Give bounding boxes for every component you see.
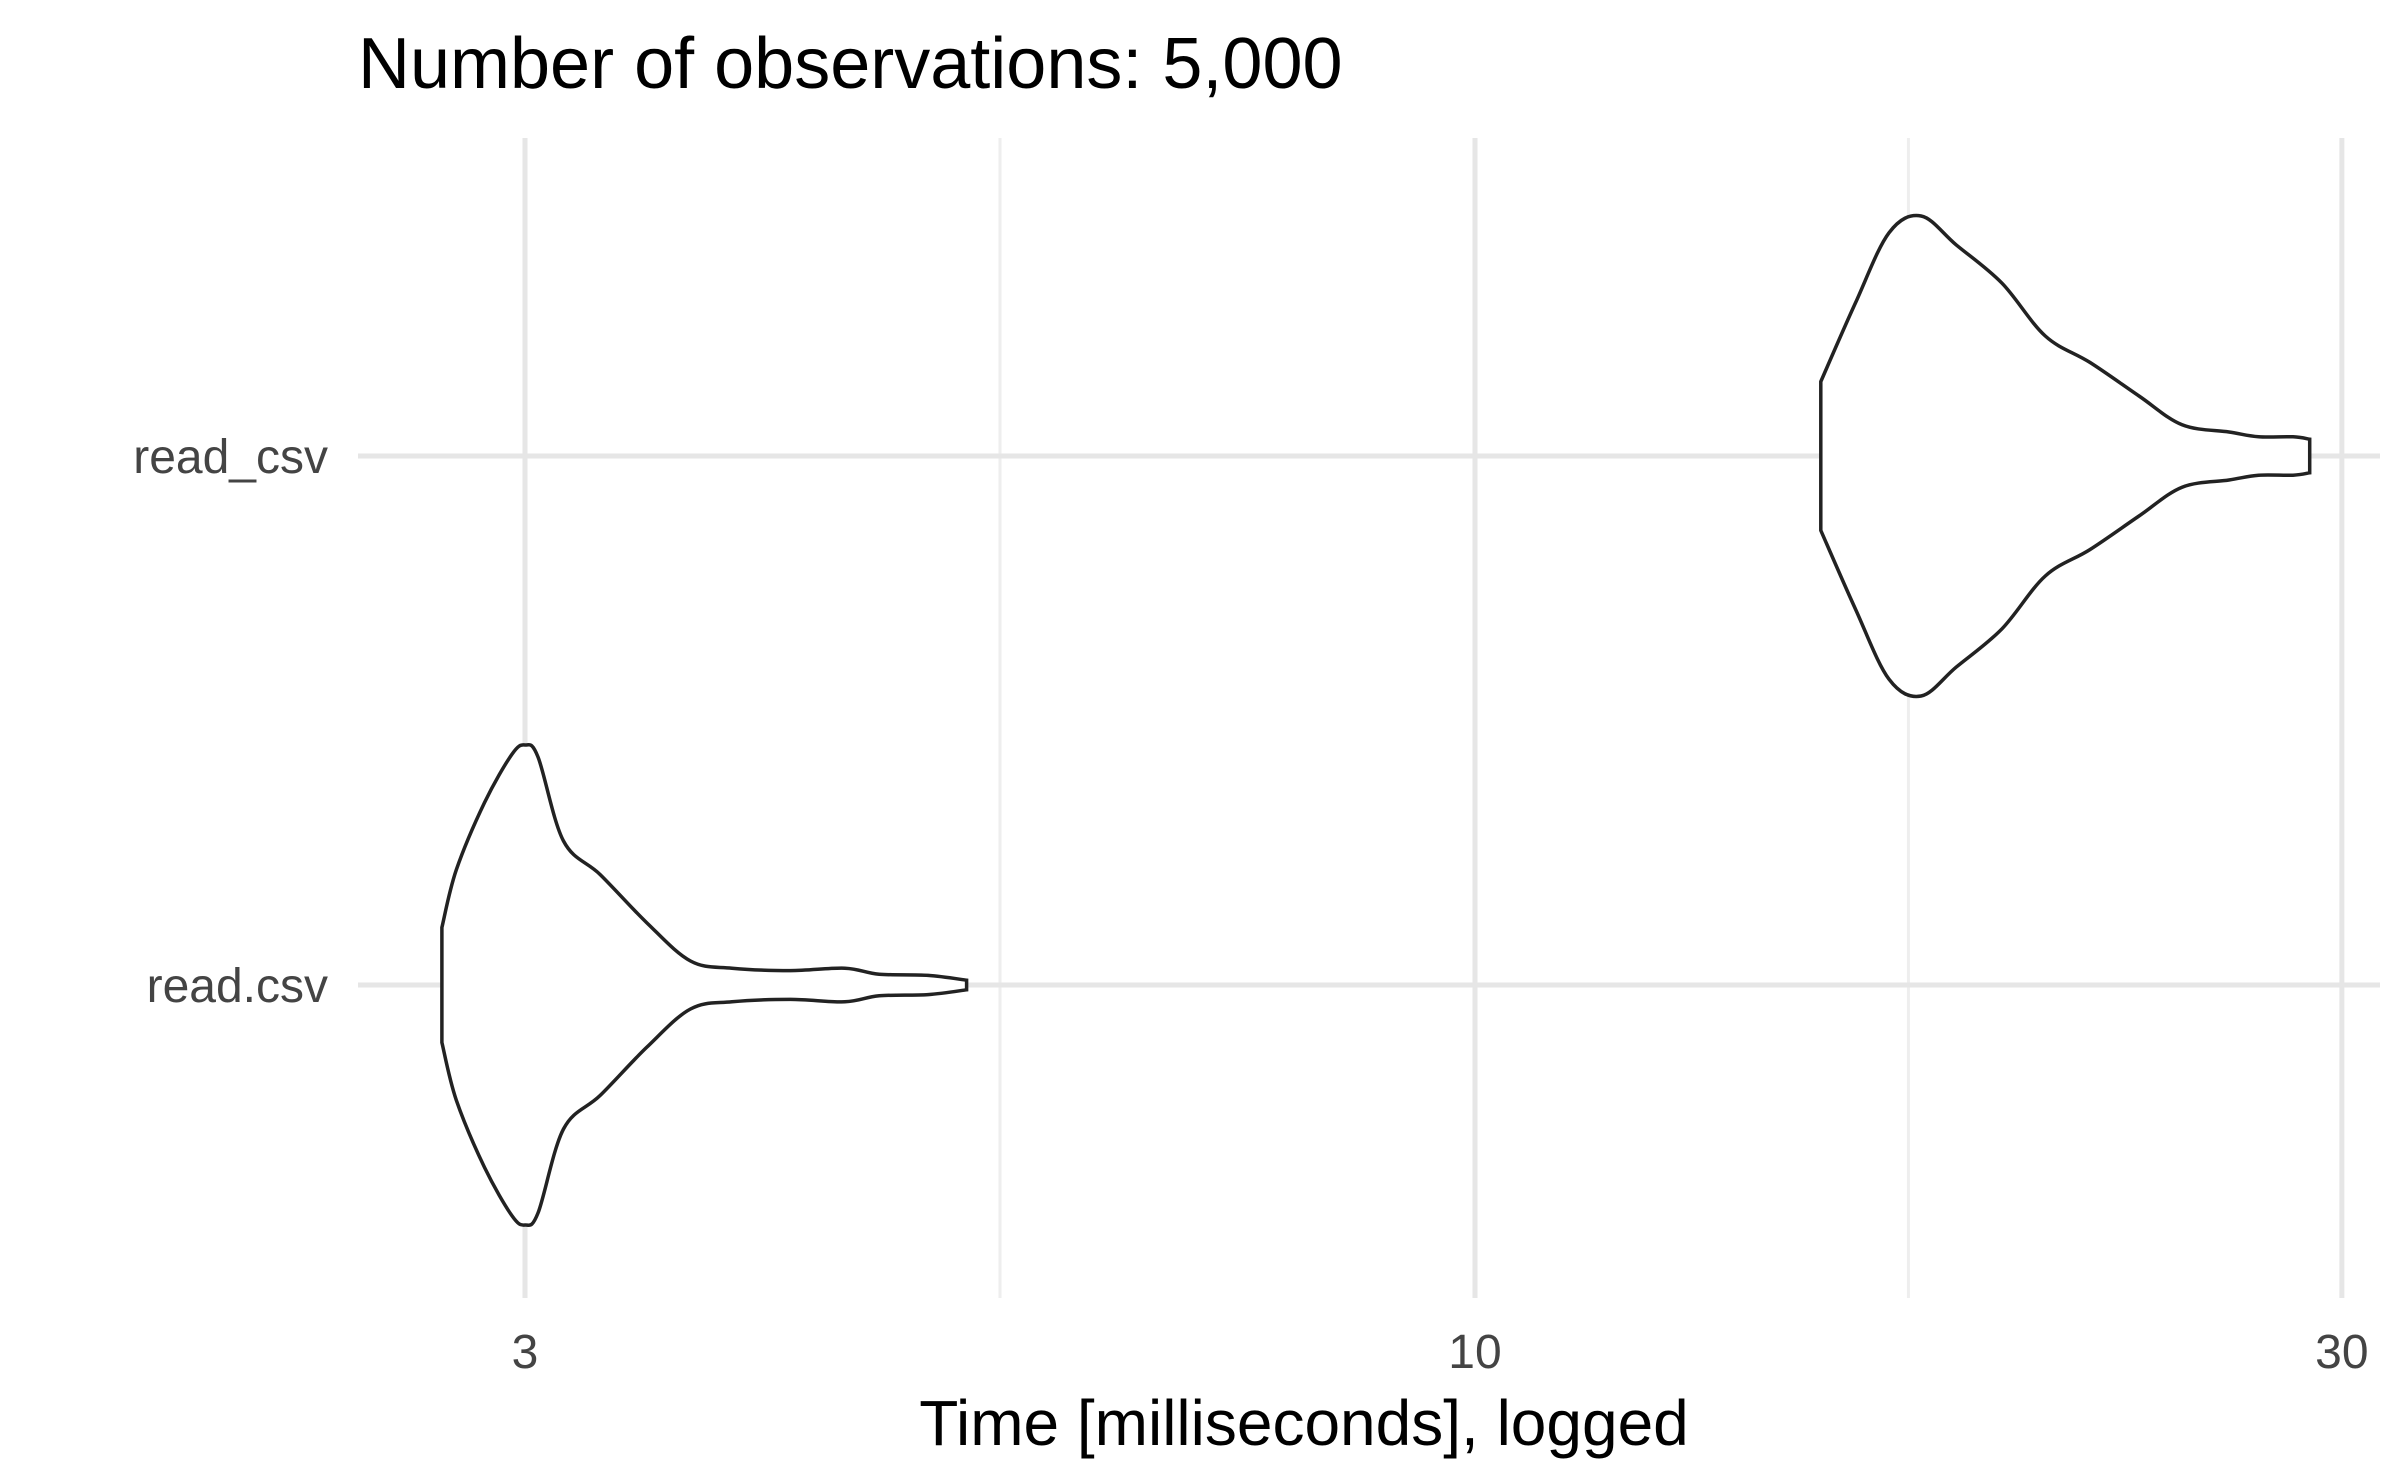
x-tick-label-2: 30 [2315, 1326, 2368, 1379]
x-axis-title: Time [milliseconds], logged [919, 1387, 1689, 1459]
x-tick-label-0: 3 [512, 1326, 539, 1379]
violin-read-csv [1819, 213, 2312, 699]
y-tick-label-read-csv: read.csv [147, 960, 328, 1013]
grid [358, 138, 2380, 1298]
x-tick-label-1: 10 [1448, 1326, 1501, 1379]
y-tick-label-read-csv: read_csv [133, 431, 328, 484]
chart-title: Number of observations: 5,000 [358, 24, 1343, 104]
y-axis-tick-labels: read.csv read_csv [133, 431, 328, 1013]
x-axis-tick-labels: 3 10 30 [512, 1326, 2369, 1379]
violins [440, 213, 2312, 1227]
violin-read-csv [440, 743, 969, 1227]
